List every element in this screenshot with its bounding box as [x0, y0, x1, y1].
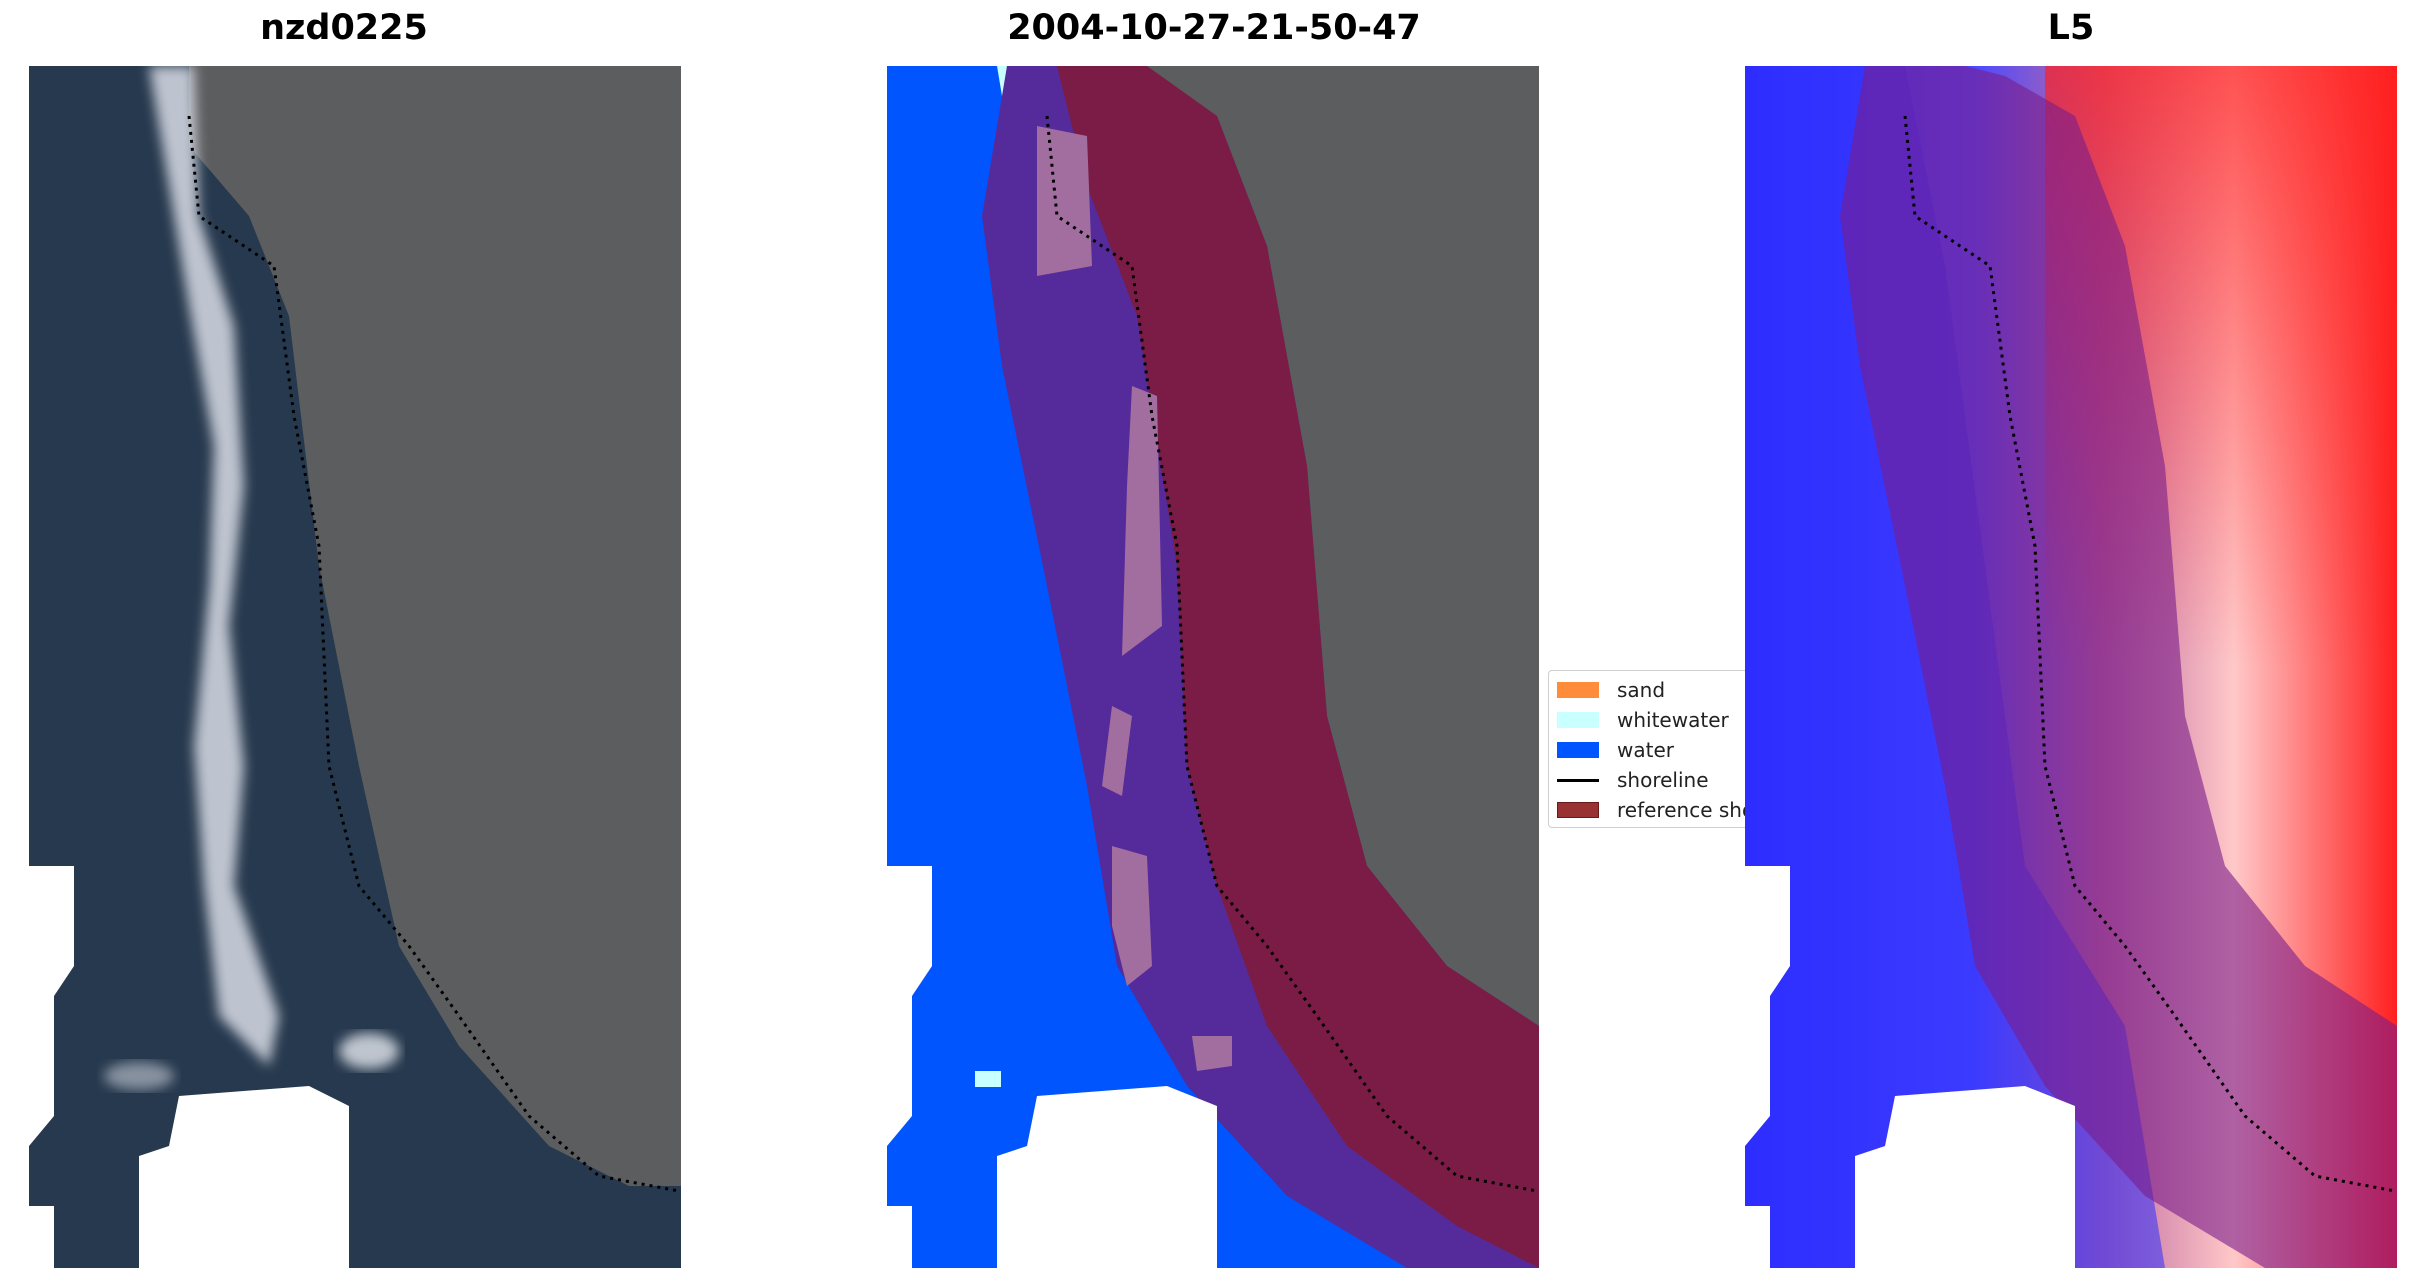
- legend-label-whitewater: whitewater: [1617, 708, 1729, 732]
- sand-swatch: [1557, 682, 1599, 698]
- nodata-mask-corner: [1745, 1206, 1770, 1268]
- land-area: [189, 66, 681, 1186]
- legend-label-water: water: [1617, 738, 1674, 762]
- buffer-over-land: [1057, 66, 1539, 1268]
- nodata-mask-bottom: [1855, 1086, 2075, 1268]
- legend-item-shoreline: shoreline: [1557, 767, 1709, 793]
- panel-title-rgb: nzd0225: [260, 8, 428, 48]
- legend-item-reference: reference shoreline buffer: [1557, 797, 1747, 823]
- classification-image: [887, 66, 1539, 1268]
- reference-swatch: [1557, 802, 1599, 818]
- rgb-image-panel: [29, 66, 681, 1268]
- legend-item-water: water: [1557, 737, 1674, 763]
- water-swatch: [1557, 742, 1599, 758]
- sand-mix-patch-2: [1122, 386, 1162, 656]
- whitewater-class-patch: [975, 1071, 1001, 1087]
- surf-patch: [339, 1033, 399, 1069]
- nodata-mask-left: [29, 866, 74, 1146]
- panel-title-classification: 2004-10-27-21-50-47: [1007, 8, 1421, 48]
- classification-panel: [887, 66, 1539, 1268]
- nodata-mask-corner: [887, 1206, 912, 1268]
- sand-mix-patch-4: [1112, 846, 1152, 986]
- buffer-overlay: [1840, 66, 2397, 1268]
- rgb-image: [29, 66, 681, 1268]
- index-panel: [1745, 66, 2397, 1268]
- index-image: [1745, 66, 2397, 1268]
- sand-mix-patch-5: [1192, 1036, 1232, 1071]
- surf-band: [149, 66, 279, 1066]
- legend-label-sand: sand: [1617, 678, 1666, 702]
- nodata-mask-bottom: [997, 1086, 1217, 1268]
- whitewater-swatch: [1557, 712, 1599, 728]
- legend-item-sand: sand: [1557, 677, 1665, 703]
- legend: sand whitewater water shoreline referenc…: [1548, 670, 1748, 828]
- surf-patch-2: [104, 1062, 174, 1090]
- sand-mix-patch-1: [1037, 126, 1092, 276]
- legend-label-shoreline: shoreline: [1617, 768, 1709, 792]
- nodata-mask-corner: [29, 1206, 54, 1268]
- legend-item-whitewater: whitewater: [1557, 707, 1729, 733]
- nodata-mask-left: [1745, 866, 1790, 1146]
- legend-label-reference: reference shoreline buffer: [1617, 798, 1747, 822]
- shoreline-swatch: [1557, 778, 1599, 782]
- nodata-mask-left: [887, 866, 932, 1146]
- nodata-mask-bottom: [139, 1086, 349, 1268]
- sand-mix-patch-3: [1102, 706, 1132, 796]
- panel-title-index: L5: [2047, 8, 2095, 48]
